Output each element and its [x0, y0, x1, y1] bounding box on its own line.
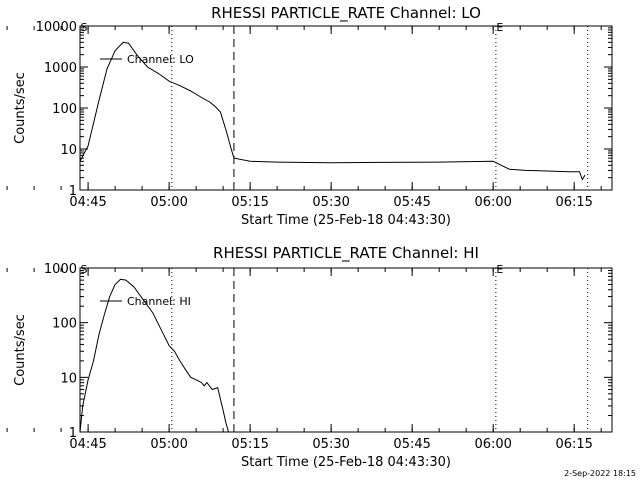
- panel-2-x-tick-label: 05:00: [150, 437, 187, 452]
- panel-2-marker-label: S: [81, 263, 88, 276]
- panel-1-y-tick-label: 100: [52, 102, 77, 117]
- panel-1-legend-label: Channel: LO: [127, 53, 194, 66]
- panel-2-legend-label: Channel: HI: [127, 295, 191, 308]
- panel-2-x-tick-label: 04:45: [69, 437, 106, 452]
- panel-2-x-tick-label: 06:15: [555, 437, 592, 452]
- panel-1-x-tick-label: 05:45: [393, 195, 430, 210]
- panel-1-x-tick-label: 05:30: [312, 195, 349, 210]
- panel-2-y-tick-label: 100: [52, 317, 77, 332]
- panel-1-y-tick-label: 10000: [36, 20, 77, 35]
- date-stamp: 2-Sep-2022 18:15: [564, 469, 636, 478]
- panel-1-marker-label: S: [81, 21, 88, 34]
- panel-2-x-tick-label: 05:15: [231, 437, 268, 452]
- panel-1-x-axis-label: Start Time (25-Feb-18 04:43:30): [241, 213, 451, 228]
- panel-2-title: RHESSI PARTICLE_RATE Channel: HI: [213, 244, 479, 263]
- panel-2-y-tick-label: 1: [69, 426, 77, 441]
- panel-1-title: RHESSI PARTICLE_RATE Channel: LO: [211, 4, 481, 23]
- panel-1-x-tick-label: 04:45: [69, 195, 106, 210]
- panel-1-x-tick-label: 06:00: [474, 195, 511, 210]
- panel-2-y-tick-label: 10: [60, 371, 77, 386]
- panel-1-y-axis-label: Counts/sec: [13, 72, 28, 144]
- panel-1-series-line: [79, 41, 586, 181]
- panel-1-plot-frame: [79, 25, 613, 191]
- panel-2-x-tick-label: 05:30: [312, 437, 349, 452]
- panel-2-y-axis-label: Counts/sec: [13, 314, 28, 386]
- panel-1-x-tick-label: 05:00: [150, 195, 187, 210]
- panel-2-y-tick-label: 1000: [44, 262, 77, 277]
- panel-1-x-tick-label: 06:15: [555, 195, 592, 210]
- panel-1-y-tick-label: 10: [60, 143, 77, 158]
- panel-2-marker-label: E: [496, 263, 503, 276]
- panel-2-x-tick-label: 06:00: [474, 437, 511, 452]
- panel-2-x-tick-label: 05:45: [393, 437, 430, 452]
- panel-2-series-line: [79, 278, 229, 433]
- panel-2-x-axis-label: Start Time (25-Feb-18 04:43:30): [241, 455, 451, 470]
- panel-1-y-tick-label: 1: [69, 184, 77, 199]
- panel-2-plot-frame: [79, 267, 613, 433]
- panel-1-x-tick-label: 05:15: [231, 195, 268, 210]
- panel-1-marker-label: E: [496, 21, 503, 34]
- panel-1-y-tick-label: 1000: [44, 61, 77, 76]
